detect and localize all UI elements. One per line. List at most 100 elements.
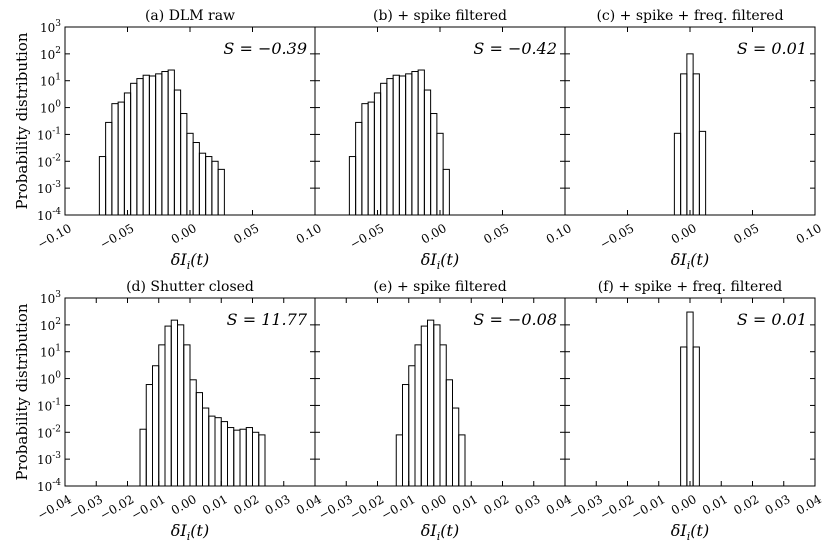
panel-3-xtick-label-6: 0.02 xyxy=(231,492,261,517)
panel-0-ytick-label-exp-4: -1 xyxy=(52,126,61,136)
panel-1-bar-4 xyxy=(373,92,382,216)
panel-4-title: (e) + spike filtered xyxy=(373,279,506,295)
panel-3-bar-9 xyxy=(195,392,203,487)
panel-2-xtick-label-1: 0.00 xyxy=(669,221,699,246)
panel-0-ytick-label-base-7: 10 xyxy=(37,209,52,223)
panel-3-bar-7 xyxy=(183,344,191,487)
panel-1-xtick-label-3: 0.10 xyxy=(544,221,574,246)
panel-3-bar-18 xyxy=(252,431,260,487)
panel-1-bar-15 xyxy=(442,168,450,216)
panel-0-bar-8 xyxy=(148,75,157,216)
panel-3-ytick-label-exp-1: 2 xyxy=(55,317,61,327)
panel-0-ytick-label-7: 10-4 xyxy=(37,207,61,223)
panel-0-bar-15 xyxy=(192,142,200,216)
panel-0-bar-10 xyxy=(161,71,169,216)
panel-1-bar-8 xyxy=(398,75,407,216)
panel-0-bar-14 xyxy=(186,132,194,216)
panel-4-bar-3 xyxy=(414,344,422,487)
panel-2-bar-0 xyxy=(673,132,682,216)
panel-3-xtick-label-1: −0.03 xyxy=(66,492,105,523)
panel-3-ytick-label-exp-7: -4 xyxy=(52,478,61,488)
panel-1-bar-13 xyxy=(430,113,438,216)
panel-0-bar-3 xyxy=(117,101,125,216)
panel-0-ylabel: Probability distribution xyxy=(13,32,31,209)
panel-3-ytick-label-base-3: 10 xyxy=(40,373,55,387)
panel-3-ytick-label-exp-4: -1 xyxy=(52,397,61,407)
panel-3-xtick-label-3: −0.01 xyxy=(129,492,168,523)
panel-3-bar-10 xyxy=(202,407,210,487)
panel-0-ytick-label-0: 103 xyxy=(40,19,61,35)
panel-5-xlabel-main: δI xyxy=(671,521,688,540)
panel-3-bar-8 xyxy=(189,379,197,487)
panel-1-bar-12 xyxy=(423,89,432,216)
panel-3-ytick-label-exp-2: 1 xyxy=(55,344,61,354)
panel-0-skewness-label: S = −0.39 xyxy=(223,39,307,58)
panel-2-bar-1 xyxy=(680,73,688,216)
panel-1-bar-3 xyxy=(367,101,375,216)
panel-3-xlabel-sub: i xyxy=(187,530,191,543)
panel-1-bar-9 xyxy=(405,73,413,216)
panel-0-xlabel-tail: (t) xyxy=(190,250,209,269)
panel-0-bar-0 xyxy=(98,156,107,216)
panel-1-xlabel-tail: (t) xyxy=(440,250,459,269)
panel-0-xlabel-main: δI xyxy=(171,250,188,269)
panel-1-xlabel-main: δI xyxy=(421,250,438,269)
panel-0-xtick-label-0: −0.10 xyxy=(35,221,74,252)
panel-1-title: (b) + spike filtered xyxy=(373,8,507,24)
panel-4-skewness-label: S = −0.08 xyxy=(473,310,557,329)
panel-3-ytick-label-base-4: 10 xyxy=(37,399,52,413)
panel-2-xlabel-main: δI xyxy=(671,250,688,269)
panel-0-bar-7 xyxy=(142,74,150,216)
panel-0-ytick-label-base-0: 10 xyxy=(40,21,55,35)
panel-3-ytick-label-exp-6: -3 xyxy=(52,451,61,461)
panel-1-bar-6 xyxy=(386,78,394,216)
panel-5-xtick-label-3: 0.00 xyxy=(669,492,699,517)
panel-0-ytick-label-exp-6: -3 xyxy=(52,180,61,190)
panel-2-bar-3 xyxy=(692,73,700,216)
panel-5-xlabel: δIi(t) xyxy=(671,521,709,543)
panel-3-ytick-label-base-0: 10 xyxy=(40,292,55,306)
panel-5-xtick-label-5: 0.02 xyxy=(731,492,761,517)
panel-3-bar-14 xyxy=(227,427,235,487)
panel-3-ylabel: Probability distribution xyxy=(13,303,31,480)
panel-3-ytick-label-exp-5: -2 xyxy=(52,424,61,434)
panel-3-ytick-label-6: 10-3 xyxy=(37,451,61,467)
panel-0-bar-6 xyxy=(136,78,144,216)
panel-3-xtick-label-4: 0.00 xyxy=(169,492,199,517)
panel-2-xtick-label-0: −0.05 xyxy=(598,221,637,252)
panel-1-bar-11 xyxy=(417,69,425,216)
panel-3-ytick-label-base-6: 10 xyxy=(37,453,52,467)
panel-3-bar-11 xyxy=(208,415,216,487)
panel-1-bar-10 xyxy=(411,71,419,216)
panel-3-bar-17 xyxy=(245,427,253,487)
panel-3-ytick-label-base-2: 10 xyxy=(40,346,55,360)
panel-3-ytick-label-3: 100 xyxy=(40,371,61,387)
panel-3-bar-12 xyxy=(214,417,222,487)
panel-2-skewness-label: S = 0.01 xyxy=(737,39,807,58)
panel-1-xlabel-sub: i xyxy=(437,259,441,272)
panel-0-bar-16 xyxy=(198,152,207,216)
panel-3-ytick-label-5: 10-2 xyxy=(37,424,61,440)
panel-2-title: (c) + spike + freq. filtered xyxy=(596,8,783,24)
panel-3-xtick-label-0: −0.04 xyxy=(35,492,74,523)
panel-0-ytick-label-base-1: 10 xyxy=(40,48,55,62)
panel-4-xtick-label-1: −0.02 xyxy=(348,492,387,523)
panel-0-xlabel-sub: i xyxy=(187,259,191,272)
panel-3-bar-16 xyxy=(239,428,247,487)
panel-3-ytick-label-0: 103 xyxy=(40,290,61,306)
panel-4-bar-2 xyxy=(408,365,416,487)
panel-0-bar-18 xyxy=(211,160,219,216)
panel-3-xlabel: δIi(t) xyxy=(171,521,209,543)
panel-0-ytick-label-6: 10-3 xyxy=(37,180,61,196)
panel-3-bar-0 xyxy=(139,428,147,487)
panel-3-ytick-label-4: 10-1 xyxy=(37,397,61,413)
panel-3-xlabel-main: δI xyxy=(171,521,188,540)
panel-3-ytick-label-1: 102 xyxy=(40,317,61,333)
panel-0-xtick-label-2: 0.00 xyxy=(169,221,199,246)
panel-4-bar-9 xyxy=(452,407,460,487)
panel-0-ytick-label-base-3: 10 xyxy=(40,102,55,116)
panel-0-ytick-label-2: 101 xyxy=(40,73,61,89)
panel-0-ytick-label-base-5: 10 xyxy=(37,155,52,169)
panel-3-bar-4 xyxy=(164,325,172,487)
panel-3-xtick-label-2: −0.02 xyxy=(98,492,137,523)
